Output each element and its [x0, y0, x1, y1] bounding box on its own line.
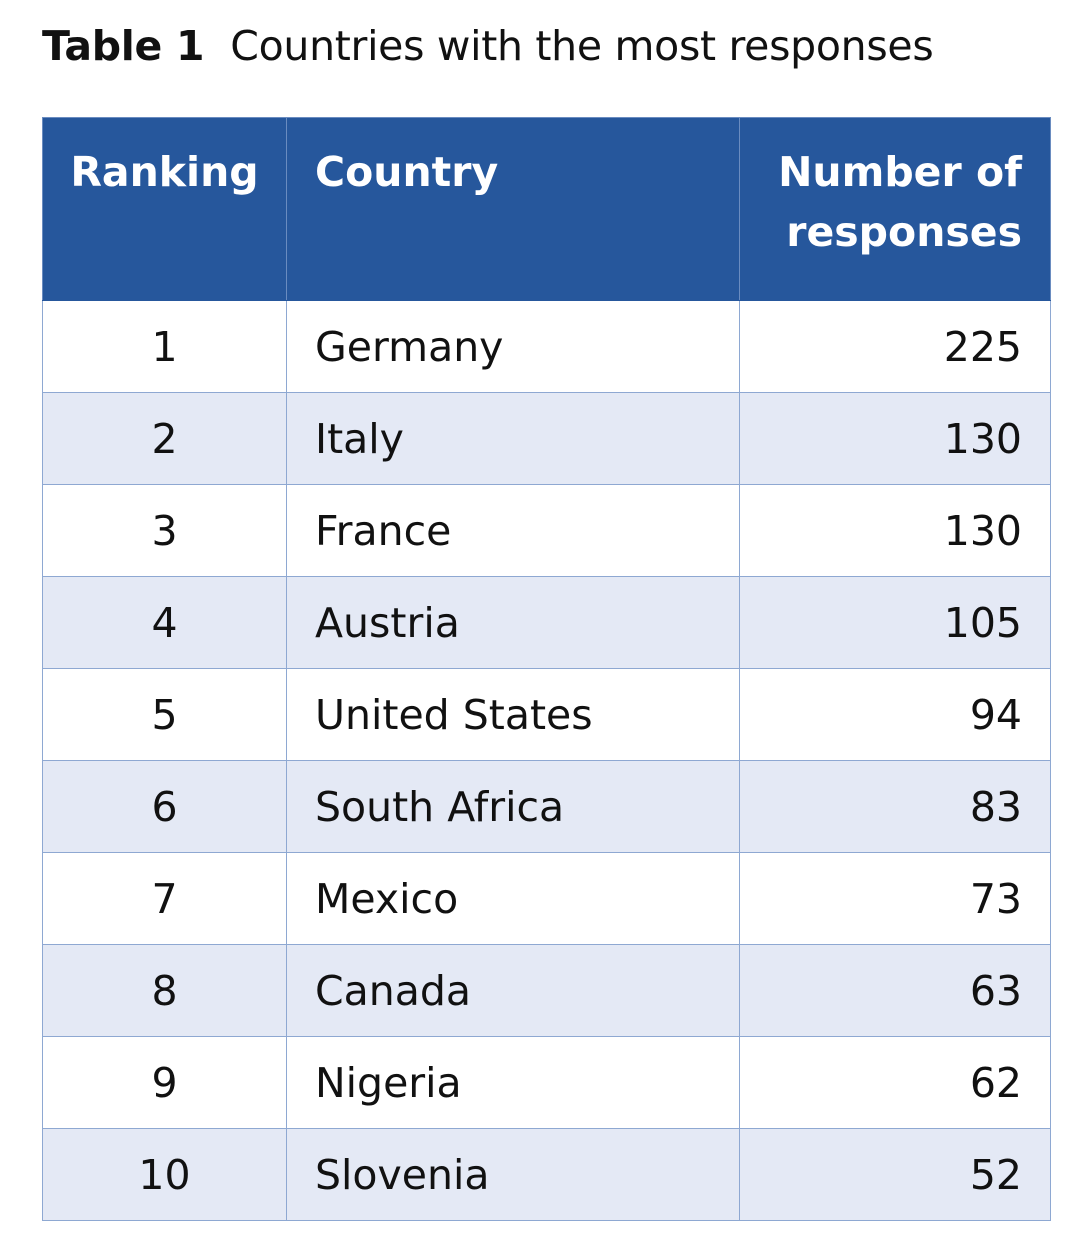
- table-row: 7 Mexico 73: [42, 852, 1051, 945]
- table-body: 1 Germany 225 2 Italy 130 3 France 130 4 Austria 10…: [42, 300, 1051, 1221]
- cell-country: United States: [286, 668, 740, 761]
- cell-responses: 83: [739, 760, 1051, 853]
- cell-ranking: 2: [42, 392, 287, 485]
- table-row: 2 Italy 130: [42, 392, 1051, 485]
- cell-responses: 225: [739, 300, 1051, 393]
- cell-country: South Africa: [286, 760, 740, 853]
- responses-table: Ranking Country Number of responses 1 Ger…: [42, 117, 1051, 1221]
- cell-responses: 63: [739, 944, 1051, 1037]
- cell-responses: 73: [739, 852, 1051, 945]
- table-caption: Table 1 Countries with the most responses: [42, 18, 934, 74]
- table-title: Countries with the most responses: [230, 22, 934, 70]
- cell-responses: 130: [739, 484, 1051, 577]
- table-row: 9 Nigeria 62: [42, 1036, 1051, 1129]
- table-row: 4 Austria 105: [42, 576, 1051, 669]
- table-row: 10 Slovenia 52: [42, 1128, 1051, 1221]
- header-row: Ranking Country Number of responses: [42, 117, 1051, 301]
- table-number: Table 1: [42, 22, 205, 70]
- header-ranking: Ranking: [42, 117, 287, 301]
- header-number-of-responses: Number of responses: [739, 117, 1051, 301]
- cell-ranking: 9: [42, 1036, 287, 1129]
- cell-country: Germany: [286, 300, 740, 393]
- cell-country: Italy: [286, 392, 740, 485]
- cell-ranking: 4: [42, 576, 287, 669]
- table-row: 1 Germany 225: [42, 300, 1051, 393]
- cell-ranking: 5: [42, 668, 287, 761]
- cell-ranking: 3: [42, 484, 287, 577]
- cell-ranking: 8: [42, 944, 287, 1037]
- header-country: Country: [286, 117, 740, 301]
- cell-country: France: [286, 484, 740, 577]
- cell-responses: 130: [739, 392, 1051, 485]
- cell-ranking: 10: [42, 1128, 287, 1221]
- table-row: 8 Canada 63: [42, 944, 1051, 1037]
- cell-ranking: 7: [42, 852, 287, 945]
- cell-country: Slovenia: [286, 1128, 740, 1221]
- cell-responses: 105: [739, 576, 1051, 669]
- cell-country: Nigeria: [286, 1036, 740, 1129]
- table-header: Ranking Country Number of responses: [42, 117, 1051, 301]
- cell-responses: 62: [739, 1036, 1051, 1129]
- table-row: 5 United States 94: [42, 668, 1051, 761]
- cell-ranking: 1: [42, 300, 287, 393]
- cell-responses: 94: [739, 668, 1051, 761]
- cell-country: Canada: [286, 944, 740, 1037]
- table-row: 6 South Africa 83: [42, 760, 1051, 853]
- cell-responses: 52: [739, 1128, 1051, 1221]
- cell-ranking: 6: [42, 760, 287, 853]
- cell-country: Mexico: [286, 852, 740, 945]
- cell-country: Austria: [286, 576, 740, 669]
- table-row: 3 France 130: [42, 484, 1051, 577]
